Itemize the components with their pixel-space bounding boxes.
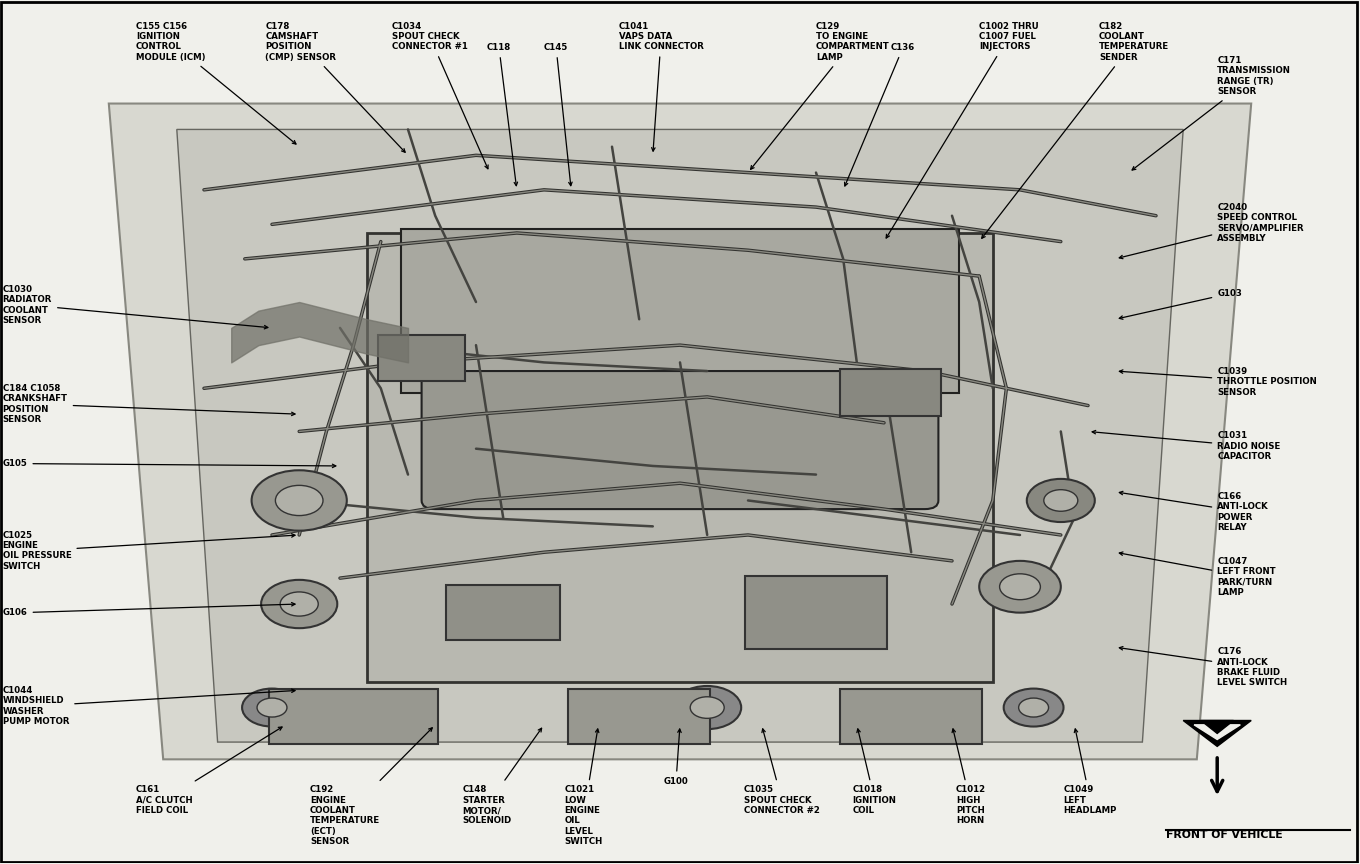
Circle shape (673, 686, 741, 729)
Polygon shape (1194, 725, 1240, 740)
Circle shape (275, 486, 324, 516)
Text: C1002 THRU
C1007 FUEL
INJECTORS: C1002 THRU C1007 FUEL INJECTORS (887, 22, 1039, 238)
FancyBboxPatch shape (401, 229, 959, 392)
Text: C184 C1058
CRANKSHAFT
POSITION
SENSOR: C184 C1058 CRANKSHAFT POSITION SENSOR (3, 384, 295, 424)
FancyBboxPatch shape (446, 585, 560, 640)
Text: C171
TRANSMISSION
RANGE (TR)
SENSOR: C171 TRANSMISSION RANGE (TR) SENSOR (1132, 56, 1291, 170)
Circle shape (280, 592, 318, 616)
Text: C166
ANTI-LOCK
POWER
RELAY: C166 ANTI-LOCK POWER RELAY (1119, 492, 1269, 532)
Text: C1041
VAPS DATA
LINK CONNECTOR: C1041 VAPS DATA LINK CONNECTOR (619, 22, 703, 151)
Circle shape (1019, 698, 1049, 717)
Text: C1039
THROTTLE POSITION
SENSOR: C1039 THROTTLE POSITION SENSOR (1119, 366, 1316, 397)
Circle shape (252, 470, 347, 530)
FancyBboxPatch shape (367, 233, 993, 682)
Circle shape (242, 689, 302, 727)
FancyBboxPatch shape (269, 689, 438, 744)
FancyBboxPatch shape (745, 576, 887, 649)
Text: G103: G103 (1119, 289, 1242, 320)
Text: C178
CAMSHAFT
POSITION
(CMP) SENSOR: C178 CAMSHAFT POSITION (CMP) SENSOR (265, 22, 405, 152)
Text: C182
COOLANT
TEMPERATURE
SENDER: C182 COOLANT TEMPERATURE SENDER (982, 22, 1170, 238)
Circle shape (1004, 689, 1064, 727)
Text: G100: G100 (664, 729, 688, 785)
Circle shape (257, 698, 287, 717)
FancyBboxPatch shape (568, 689, 710, 744)
FancyBboxPatch shape (422, 371, 938, 509)
Polygon shape (1201, 721, 1234, 734)
FancyBboxPatch shape (840, 689, 982, 744)
Text: G106: G106 (3, 602, 295, 617)
Circle shape (690, 696, 724, 718)
Circle shape (1044, 490, 1077, 511)
Text: C1012
HIGH
PITCH
HORN: C1012 HIGH PITCH HORN (952, 729, 986, 825)
Text: C1031
RADIO NOISE
CAPACITOR: C1031 RADIO NOISE CAPACITOR (1092, 430, 1281, 461)
Text: C136: C136 (845, 43, 915, 186)
Circle shape (1027, 479, 1095, 522)
Polygon shape (109, 104, 1251, 759)
Text: C2040
SPEED CONTROL
SERVO/AMPLIFIER
ASSEMBLY: C2040 SPEED CONTROL SERVO/AMPLIFIER ASSE… (1119, 203, 1304, 258)
Text: C1034
SPOUT CHECK
CONNECTOR #1: C1034 SPOUT CHECK CONNECTOR #1 (392, 22, 488, 168)
Circle shape (1000, 574, 1040, 600)
Text: FRONT OF VEHICLE: FRONT OF VEHICLE (1166, 830, 1282, 840)
Text: C118: C118 (487, 43, 518, 186)
Text: C155 C156
IGNITION
CONTROL
MODULE (ICM): C155 C156 IGNITION CONTROL MODULE (ICM) (136, 22, 296, 144)
Text: C148
STARTER
MOTOR/
SOLENOID: C148 STARTER MOTOR/ SOLENOID (462, 728, 541, 825)
Polygon shape (1183, 721, 1251, 746)
Text: C1044
WINDSHIELD
WASHER
PUMP MOTOR: C1044 WINDSHIELD WASHER PUMP MOTOR (3, 686, 295, 726)
Circle shape (261, 580, 337, 628)
Text: C192
ENGINE
COOLANT
TEMPERATURE
(ECT)
SENSOR: C192 ENGINE COOLANT TEMPERATURE (ECT) SE… (310, 727, 432, 846)
Text: G105: G105 (3, 459, 336, 468)
Text: C129
TO ENGINE
COMPARTMENT
LAMP: C129 TO ENGINE COMPARTMENT LAMP (751, 22, 889, 169)
Text: C1047
LEFT FRONT
PARK/TURN
LAMP: C1047 LEFT FRONT PARK/TURN LAMP (1119, 552, 1276, 597)
Text: C161
A/C CLUTCH
FIELD COIL: C161 A/C CLUTCH FIELD COIL (136, 727, 282, 815)
FancyBboxPatch shape (378, 334, 465, 381)
Circle shape (979, 561, 1061, 613)
FancyBboxPatch shape (840, 369, 941, 416)
Text: C1035
SPOUT CHECK
CONNECTOR #2: C1035 SPOUT CHECK CONNECTOR #2 (744, 729, 820, 815)
Polygon shape (177, 130, 1183, 742)
Text: C1049
LEFT
HEADLAMP: C1049 LEFT HEADLAMP (1064, 729, 1117, 815)
Text: C176
ANTI-LOCK
BRAKE FLUID
LEVEL SWITCH: C176 ANTI-LOCK BRAKE FLUID LEVEL SWITCH (1119, 646, 1288, 688)
Text: C1025
ENGINE
OIL PRESSURE
SWITCH: C1025 ENGINE OIL PRESSURE SWITCH (3, 530, 295, 571)
Text: C1021
LOW
ENGINE
OIL
LEVEL
SWITCH: C1021 LOW ENGINE OIL LEVEL SWITCH (564, 729, 602, 846)
Text: C1030
RADIATOR
COOLANT
SENSOR: C1030 RADIATOR COOLANT SENSOR (3, 285, 268, 329)
Text: C1018
IGNITION
COIL: C1018 IGNITION COIL (853, 729, 896, 815)
Text: C145: C145 (544, 43, 573, 186)
